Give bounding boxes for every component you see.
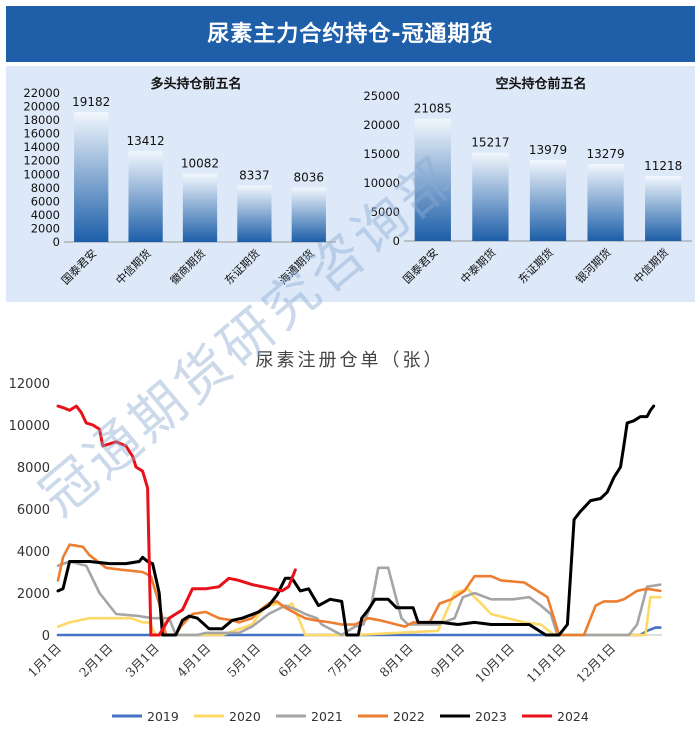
legend-label-2023: 2023: [475, 709, 507, 724]
long-bar: [291, 187, 326, 242]
y-tick-label: 12000: [9, 377, 50, 392]
x-tick-label: 3月1日: [122, 641, 162, 681]
long-y-tick: 8000: [31, 181, 60, 195]
short-y-tick: 0: [393, 234, 400, 248]
y-tick-label: 4000: [17, 545, 50, 560]
short-y-tick: 5000: [371, 205, 400, 219]
long-data-label: 10082: [181, 157, 219, 171]
short-data-label: 11218: [644, 159, 682, 173]
line-chart-svg: 尿素注册仓单（张） 0 2000 4000 6000 8000 10000 12000 1月1日…: [9, 350, 662, 724]
long-y-tick: 14000: [23, 140, 60, 154]
x-tick-label: 1月1日: [25, 641, 65, 681]
y-tick-label: 0: [42, 629, 50, 644]
long-y-tick: 10000: [23, 167, 60, 181]
long-y-tick: 4000: [31, 208, 60, 222]
legend-label-2024: 2024: [557, 709, 589, 724]
x-tick-label: 7月1日: [325, 641, 365, 681]
legend-label-2021: 2021: [311, 709, 343, 724]
short-data-label: 21085: [414, 102, 452, 116]
series-line-2022: [56, 543, 662, 637]
short-chart-title: 空头持仓前五名: [495, 76, 586, 92]
series-line-2023: [56, 404, 656, 637]
series-line-2024: [56, 404, 297, 637]
long-data-label: 19182: [72, 95, 110, 109]
long-y-tick: 0: [53, 235, 60, 249]
long-chart-title: 多头持仓前五名: [150, 76, 241, 92]
short-y-tick: 10000: [363, 176, 400, 190]
top-holdings-charts: 多头持仓前五名020004000600080001000012000140001…: [23, 76, 692, 287]
long-category-label: 东证期货: [222, 246, 263, 287]
short-y-tick: 20000: [363, 118, 400, 132]
x-tick-label: 2月1日: [76, 641, 116, 681]
short-bar: [645, 175, 682, 241]
short-data-label: 13279: [587, 147, 625, 161]
short-bar: [529, 159, 567, 241]
short-bar: [472, 152, 509, 241]
long-data-label: 13412: [127, 134, 165, 148]
short-category-label: 中泰期货: [458, 245, 499, 286]
short-category-label: 东证期货: [515, 245, 556, 286]
x-tick-label: 9月1日: [428, 641, 468, 681]
long-category-label: 国泰君安: [58, 246, 99, 287]
long-y-tick: 18000: [23, 113, 60, 127]
short-data-label: 15217: [471, 136, 509, 150]
warehouse-receipt-chart: 尿素注册仓单（张） 0 2000 4000 6000 8000 10000 12000 1月1日…: [0, 306, 697, 732]
y-tick-label: 2000: [17, 587, 50, 602]
x-tick-label: 6月1日: [275, 641, 315, 681]
series-line-2019: [56, 626, 662, 637]
x-tick-label: 10月1日: [472, 641, 517, 686]
long-y-tick: 20000: [23, 100, 60, 114]
y-tick-label: 10000: [9, 419, 50, 434]
long-bar: [182, 173, 218, 242]
long-category-label: 中信期货: [113, 246, 154, 287]
long-data-label: 8337: [239, 169, 270, 183]
top-holdings-panel: 多头持仓前五名 0 2000 4000 6000 8000 10000 12000 14000 1…: [6, 66, 695, 302]
short-y-tick: 15000: [363, 147, 400, 161]
x-tick-label: 8月1日: [376, 641, 416, 681]
short-category-label: 中信期货: [630, 245, 671, 286]
long-y-tick: 16000: [23, 127, 60, 141]
long-bar: [74, 112, 109, 242]
x-tick-label: 4月1日: [174, 641, 214, 681]
x-tick-label: 12月1日: [573, 641, 618, 686]
long-category-label: 海通期货: [276, 246, 317, 287]
long-bar: [237, 185, 272, 242]
short-category-label: 银河期货: [573, 245, 614, 286]
y-tick-label: 8000: [17, 461, 50, 476]
short-category-label: 国泰君安: [400, 245, 441, 286]
long-bar: [128, 151, 163, 242]
legend-label-2019: 2019: [147, 709, 179, 724]
legend-label-2020: 2020: [229, 709, 261, 724]
long-y-tick: 2000: [31, 221, 60, 235]
long-category-label: 徽商期货: [167, 246, 208, 287]
x-tick-label: 5月1日: [224, 641, 264, 681]
short-bar: [414, 118, 451, 241]
short-data-label: 13979: [529, 143, 567, 157]
long-data-label: 8036: [294, 171, 325, 185]
long-y-tick: 22000: [23, 86, 60, 100]
long-y-tick: 6000: [31, 194, 60, 208]
short-bar: [587, 163, 624, 241]
chart-title: 尿素注册仓单（张）: [256, 350, 445, 371]
series-line-2021: [56, 560, 662, 637]
long-y-tick: 12000: [23, 154, 60, 168]
x-tick-label: 11月1日: [523, 641, 568, 686]
legend-label-2022: 2022: [393, 709, 425, 724]
y-tick-label: 6000: [17, 503, 50, 518]
short-y-tick: 25000: [363, 89, 400, 103]
report-banner: 尿素主力合约持仓-冠通期货: [6, 6, 695, 62]
